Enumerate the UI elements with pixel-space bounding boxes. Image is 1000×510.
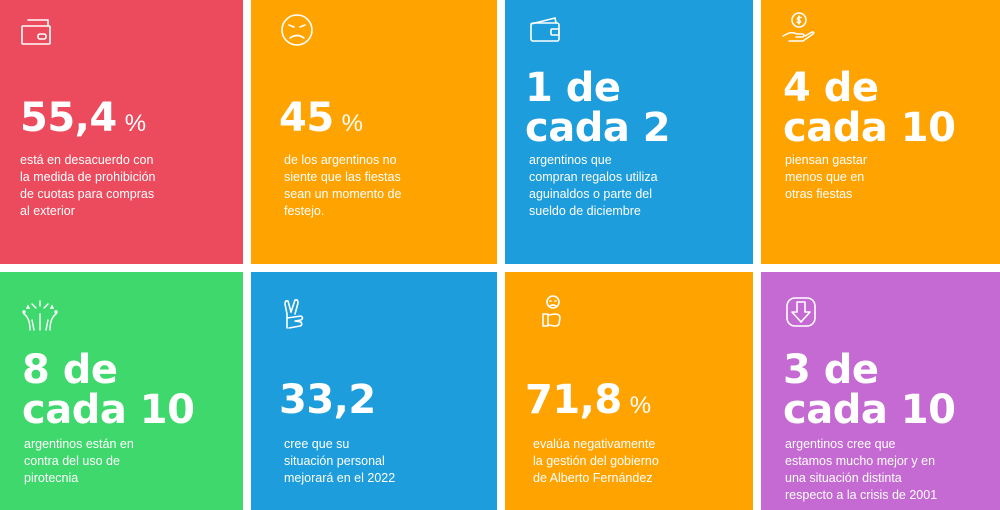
- wallet-icon: [525, 10, 565, 50]
- fireworks-icon: [20, 294, 60, 334]
- thumbs-down-icon: [533, 292, 573, 332]
- stat-value: 3 de cada 10: [783, 347, 956, 433]
- crossed-fingers-icon: [273, 294, 313, 334]
- card-slot-icon: [18, 12, 58, 52]
- stat-description: está en desacuerdo con la medida de proh…: [20, 153, 156, 218]
- stat-tile-situacion-personal: 33,2 cree que su situación personal mejo…: [251, 272, 497, 510]
- stat-description: de los argentinos no siente que las fies…: [284, 153, 402, 218]
- down-arrow-box-icon: [781, 292, 821, 332]
- stat-unit: %: [629, 392, 651, 419]
- stat-tile-cuotas: 55,4% está en desacuerdo con la medida d…: [0, 0, 243, 264]
- stat-unit: %: [124, 110, 146, 137]
- stat-description: argentinos cree que estamos mucho mejor …: [785, 437, 938, 502]
- stat-tile-pirotecnia: 8 de cada 10 argentinos están en contra …: [0, 272, 243, 510]
- stat-value: 8 de cada 10: [22, 347, 195, 433]
- hand-coin-icon: [779, 8, 819, 48]
- stat-description: argentinos están en contra del uso de pi…: [24, 437, 134, 485]
- stat-value: 1 de cada 2: [525, 65, 671, 151]
- stat-tile-gestion: 71,8% evalúa negativamente la gestión de…: [505, 272, 753, 510]
- stat-description: evalúa negativamente la gestión del gobi…: [533, 437, 659, 485]
- stat-unit: %: [341, 110, 363, 137]
- stat-tile-crisis: 3 de cada 10 argentinos cree que estamos…: [761, 272, 1000, 510]
- stat-description: piensan gastar menos que en otras fiesta…: [785, 153, 868, 201]
- stat-value: 71,8%: [525, 377, 651, 423]
- stat-value: 55,4%: [20, 95, 146, 141]
- stat-description: argentinos que compran regalos utiliza a…: [529, 153, 658, 218]
- sad-face-icon: [277, 10, 317, 50]
- stat-value: 4 de cada 10: [783, 65, 956, 151]
- stat-tile-regalos: 1 de cada 2 argentinos que compran regal…: [505, 0, 753, 264]
- stat-tile-festejo: 45% de los argentinos no siente que las …: [251, 0, 497, 264]
- stat-value: 33,2: [279, 377, 376, 423]
- stat-tile-gasto: 4 de cada 10 piensan gastar menos que en…: [761, 0, 1000, 264]
- stat-description: cree que su situación personal mejorará …: [284, 437, 396, 485]
- stat-value: 45%: [279, 95, 363, 141]
